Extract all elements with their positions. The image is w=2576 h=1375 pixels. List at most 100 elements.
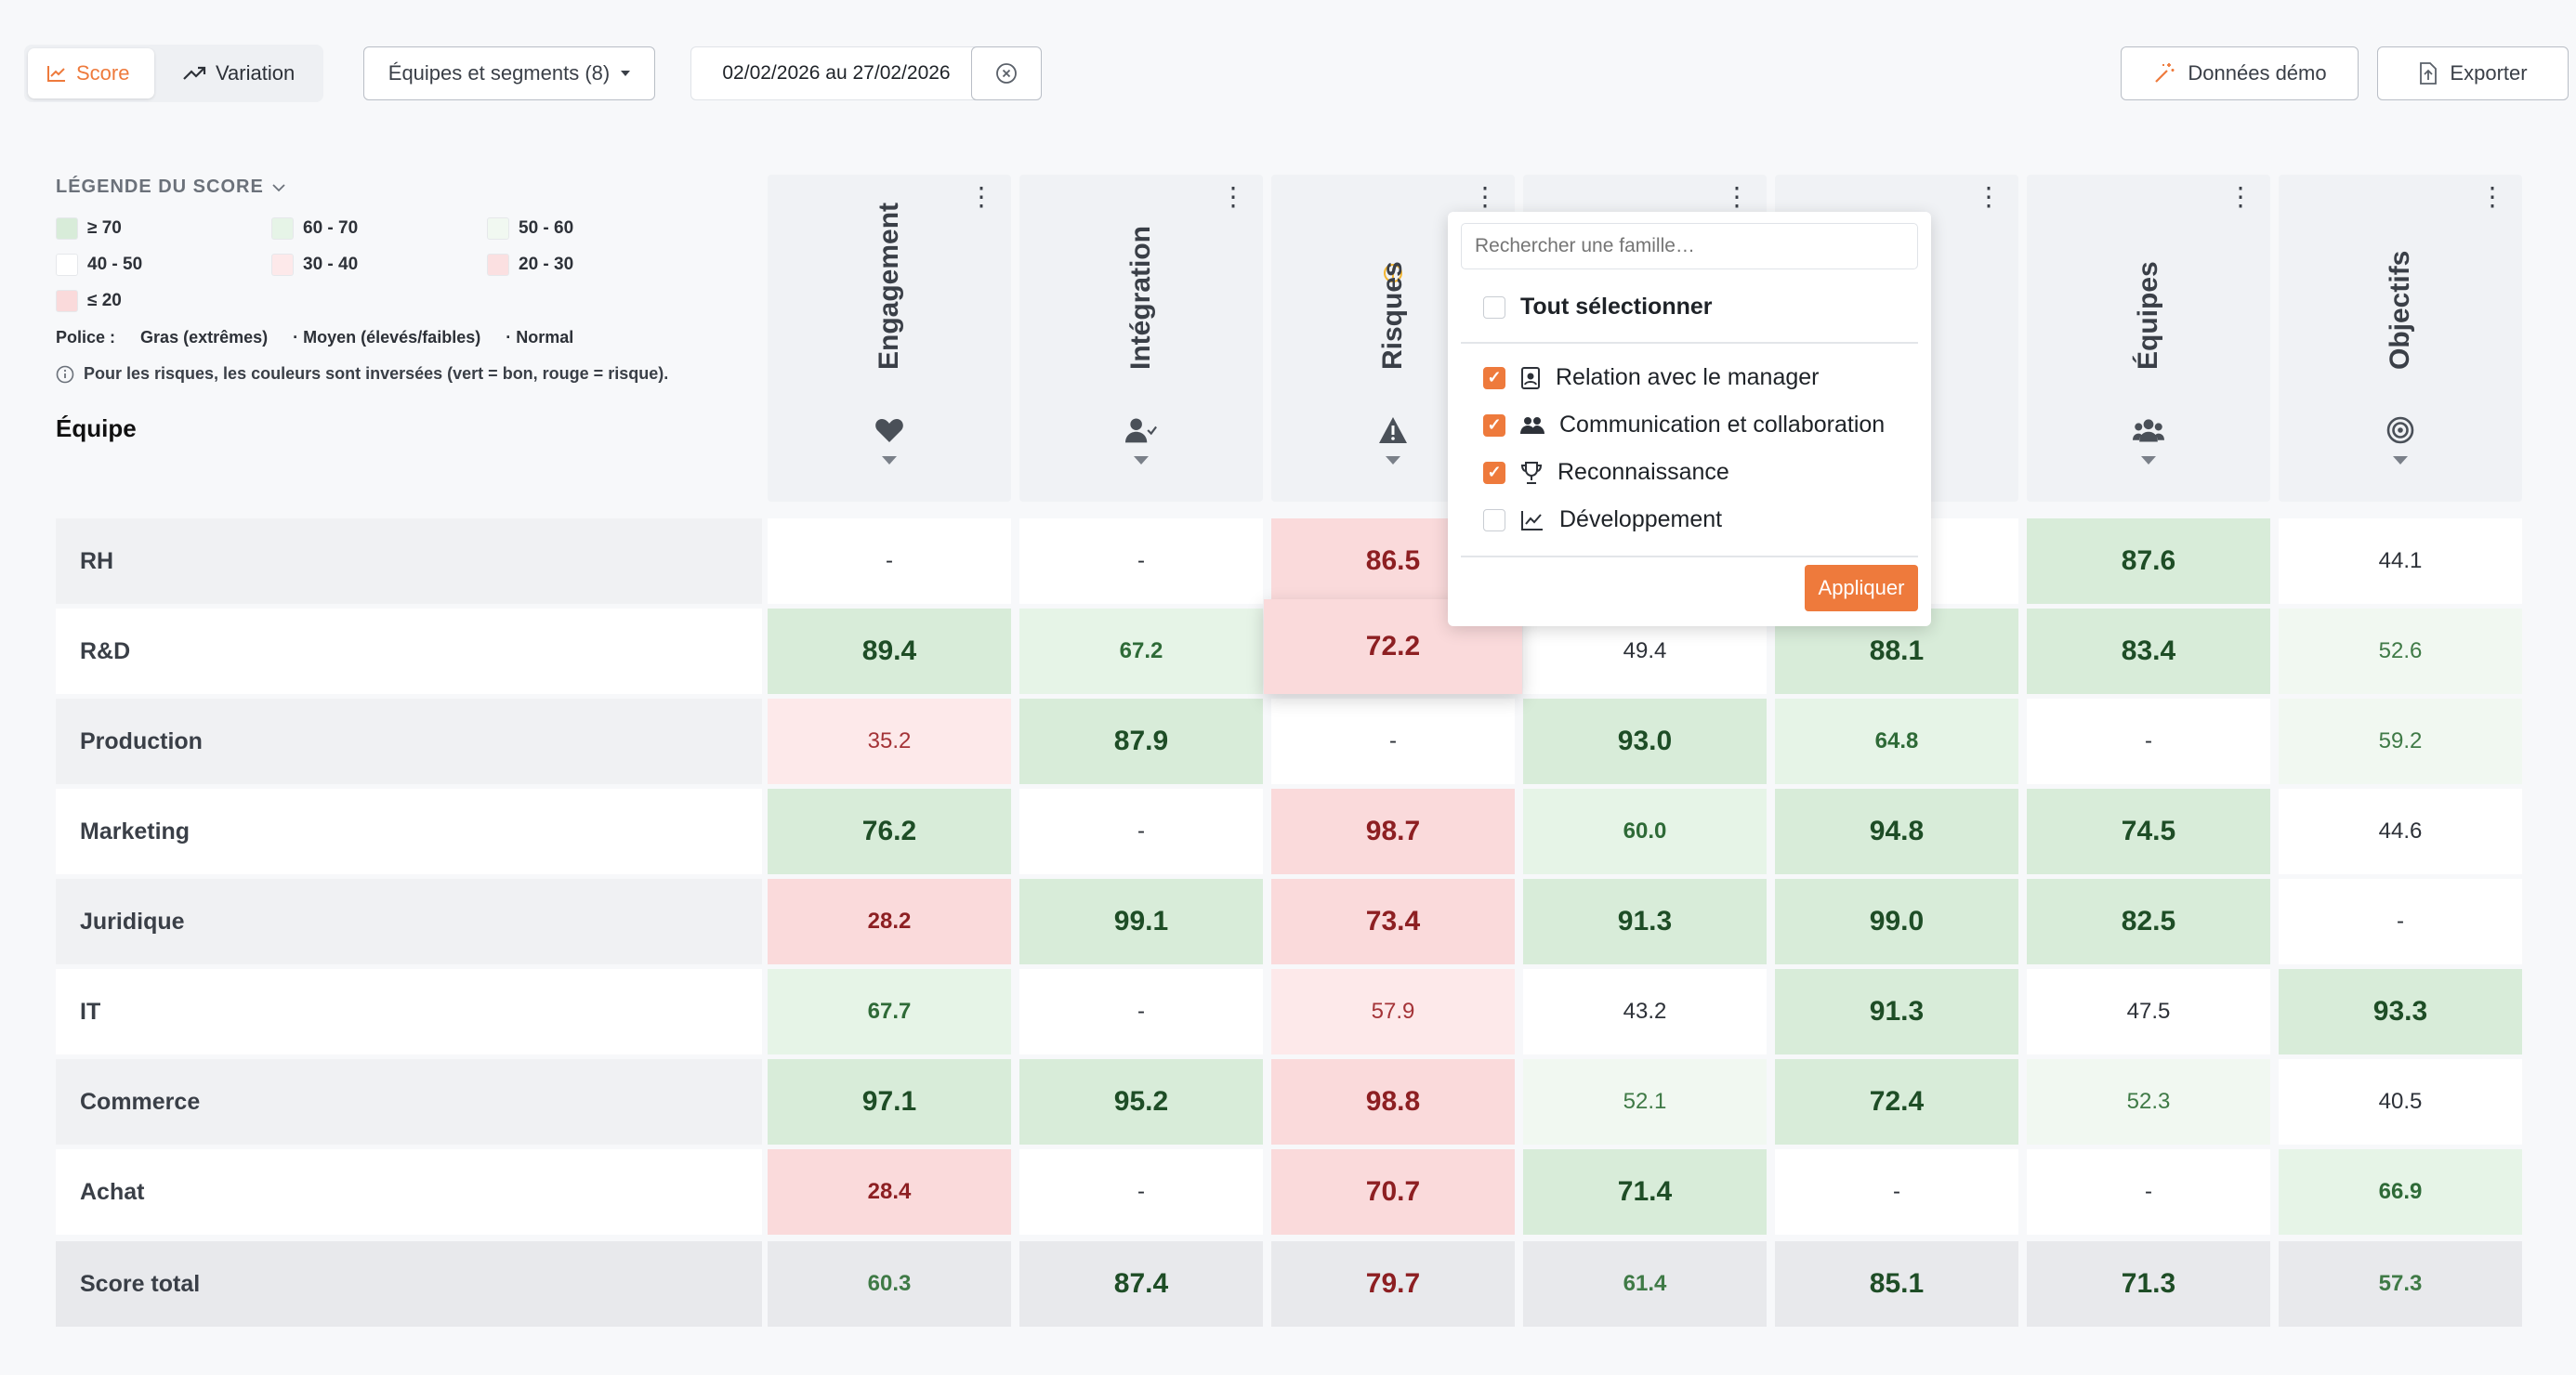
score-cell[interactable]: 35.2 xyxy=(768,699,1011,784)
score-cell[interactable]: 93.0 xyxy=(1523,699,1767,784)
score-cell[interactable]: - xyxy=(2027,699,2270,784)
score-cell[interactable]: 52.6 xyxy=(2279,609,2522,694)
info-warning-icon[interactable]: i xyxy=(1384,264,1402,282)
score-cell[interactable]: 28.2 xyxy=(768,879,1011,964)
family-search-input[interactable] xyxy=(1461,223,1918,269)
export-label: Exporter xyxy=(2450,61,2528,85)
variation-tab[interactable]: Variation xyxy=(164,48,322,98)
score-cell[interactable]: 91.3 xyxy=(1775,969,2018,1054)
score-cell[interactable]: 43.2 xyxy=(1523,969,1767,1054)
score-cell[interactable]: - xyxy=(2027,1149,2270,1235)
kebab-menu-icon[interactable]: ⋮ xyxy=(1220,182,1246,211)
kebab-menu-icon[interactable]: ⋮ xyxy=(2228,182,2254,211)
row-label[interactable]: Juridique xyxy=(56,879,762,964)
legend-item: ≥ 70 xyxy=(56,217,122,240)
score-cell[interactable]: 64.8 xyxy=(1775,699,2018,784)
score-cell[interactable]: 60.0 xyxy=(1523,789,1767,874)
select-all-option[interactable]: Tout sélectionner xyxy=(1483,294,1713,321)
score-cell[interactable]: 76.2 xyxy=(768,789,1011,874)
score-cell[interactable]: - xyxy=(1019,789,1263,874)
score-cell[interactable]: - xyxy=(1019,518,1263,604)
family-option[interactable]: Développement xyxy=(1483,506,1722,533)
score-cell[interactable]: 83.4 xyxy=(2027,609,2270,694)
score-cell[interactable]: 40.5 xyxy=(2279,1059,2522,1145)
sort-caret-icon[interactable] xyxy=(1386,456,1400,465)
row-label[interactable]: Marketing xyxy=(56,789,762,874)
column-header-integration: ⋮ Intégration xyxy=(1019,175,1263,502)
score-cell[interactable]: 91.3 xyxy=(1523,879,1767,964)
legend-toggle[interactable]: LÉGENDE DU SCORE xyxy=(56,177,743,198)
score-cell[interactable]: 98.8 xyxy=(1271,1059,1515,1145)
score-cell[interactable]: 44.6 xyxy=(2279,789,2522,874)
sort-caret-icon[interactable] xyxy=(882,456,897,465)
clear-date-button[interactable] xyxy=(971,46,1042,100)
family-option[interactable]: ✓ Communication et collaboration xyxy=(1483,412,1885,439)
score-cell[interactable]: 89.4 xyxy=(768,609,1011,694)
kebab-menu-icon[interactable]: ⋮ xyxy=(1724,182,1750,211)
date-range-field[interactable]: 02/02/2026 au 27/02/2026 xyxy=(690,46,982,100)
score-cell[interactable]: 87.6 xyxy=(2027,518,2270,604)
score-cell[interactable]: 99.0 xyxy=(1775,879,2018,964)
row-label[interactable]: Production xyxy=(56,699,762,784)
sort-caret-icon[interactable] xyxy=(1134,456,1149,465)
score-cell[interactable]: 97.1 xyxy=(768,1059,1011,1145)
score-cell[interactable]: 57.9 xyxy=(1271,969,1515,1054)
score-cell[interactable]: 59.2 xyxy=(2279,699,2522,784)
legend-swatch xyxy=(271,254,294,276)
row-label[interactable]: RH xyxy=(56,518,762,604)
score-cell[interactable]: 95.2 xyxy=(1019,1059,1263,1145)
score-cell[interactable]: 67.2 xyxy=(1019,609,1263,694)
score-cell[interactable]: 70.7 xyxy=(1271,1149,1515,1235)
score-cell[interactable]: 52.3 xyxy=(2027,1059,2270,1145)
kebab-menu-icon[interactable]: ⋮ xyxy=(968,182,994,211)
score-cell[interactable]: 82.5 xyxy=(2027,879,2270,964)
legend-item: 60 - 70 xyxy=(271,217,358,240)
kebab-menu-icon[interactable]: ⋮ xyxy=(1976,182,2002,211)
checkbox-checked[interactable]: ✓ xyxy=(1483,413,1505,437)
checkbox-unchecked[interactable] xyxy=(1483,508,1505,531)
total-cell: 57.3 xyxy=(2279,1241,2522,1327)
sort-caret-icon[interactable] xyxy=(2393,456,2408,465)
score-cell[interactable]: 67.7 xyxy=(768,969,1011,1054)
teams-segments-dropdown[interactable]: Équipes et segments (8) xyxy=(363,46,655,100)
family-option[interactable]: ✓ Reconnaissance xyxy=(1483,459,1729,486)
row-label[interactable]: Achat xyxy=(56,1149,762,1235)
score-cell[interactable]: 28.4 xyxy=(768,1149,1011,1235)
score-tab[interactable]: Score xyxy=(28,48,154,98)
row-label[interactable]: Commerce xyxy=(56,1059,762,1145)
select-all-checkbox[interactable] xyxy=(1483,295,1505,319)
score-cell[interactable]: 98.7 xyxy=(1271,789,1515,874)
score-cell[interactable]: 87.9 xyxy=(1019,699,1263,784)
export-button[interactable]: Exporter xyxy=(2377,46,2569,100)
score-cell[interactable]: 94.8 xyxy=(1775,789,2018,874)
kebab-menu-icon[interactable]: ⋮ xyxy=(1472,182,1498,211)
score-cell[interactable]: - xyxy=(2279,879,2522,964)
kebab-menu-icon[interactable]: ⋮ xyxy=(2479,182,2505,211)
score-cell[interactable]: 99.1 xyxy=(1019,879,1263,964)
score-cell[interactable]: - xyxy=(1775,1149,2018,1235)
family-option-label: Communication et collaboration xyxy=(1559,412,1886,438)
sort-caret-icon[interactable] xyxy=(2141,456,2156,465)
score-cell[interactable]: 52.1 xyxy=(1523,1059,1767,1145)
score-cell[interactable]: 47.5 xyxy=(2027,969,2270,1054)
score-cell[interactable]: 73.4 xyxy=(1271,879,1515,964)
checkbox-checked[interactable]: ✓ xyxy=(1483,461,1505,484)
demo-data-button[interactable]: Données démo xyxy=(2121,46,2359,100)
score-cell[interactable]: 93.3 xyxy=(2279,969,2522,1054)
row-label[interactable]: R&D xyxy=(56,609,762,694)
score-cell[interactable]: - xyxy=(1019,1149,1263,1235)
score-cell[interactable]: - xyxy=(1019,969,1263,1054)
family-option[interactable]: ✓ Relation avec le manager xyxy=(1483,364,1820,391)
score-cell[interactable]: 72.4 xyxy=(1775,1059,2018,1145)
score-cell[interactable]: - xyxy=(768,518,1011,604)
legend-title: LÉGENDE DU SCORE xyxy=(56,177,264,197)
score-cell[interactable]: 71.4 xyxy=(1523,1149,1767,1235)
export-icon xyxy=(2420,62,2438,85)
apply-button[interactable]: Appliquer xyxy=(1805,565,1918,611)
score-cell[interactable]: 74.5 xyxy=(2027,789,2270,874)
score-cell[interactable]: 44.1 xyxy=(2279,518,2522,604)
checkbox-checked[interactable]: ✓ xyxy=(1483,366,1505,389)
score-cell[interactable]: 66.9 xyxy=(2279,1149,2522,1235)
score-cell[interactable]: - xyxy=(1271,699,1515,784)
row-label[interactable]: IT xyxy=(56,969,762,1054)
